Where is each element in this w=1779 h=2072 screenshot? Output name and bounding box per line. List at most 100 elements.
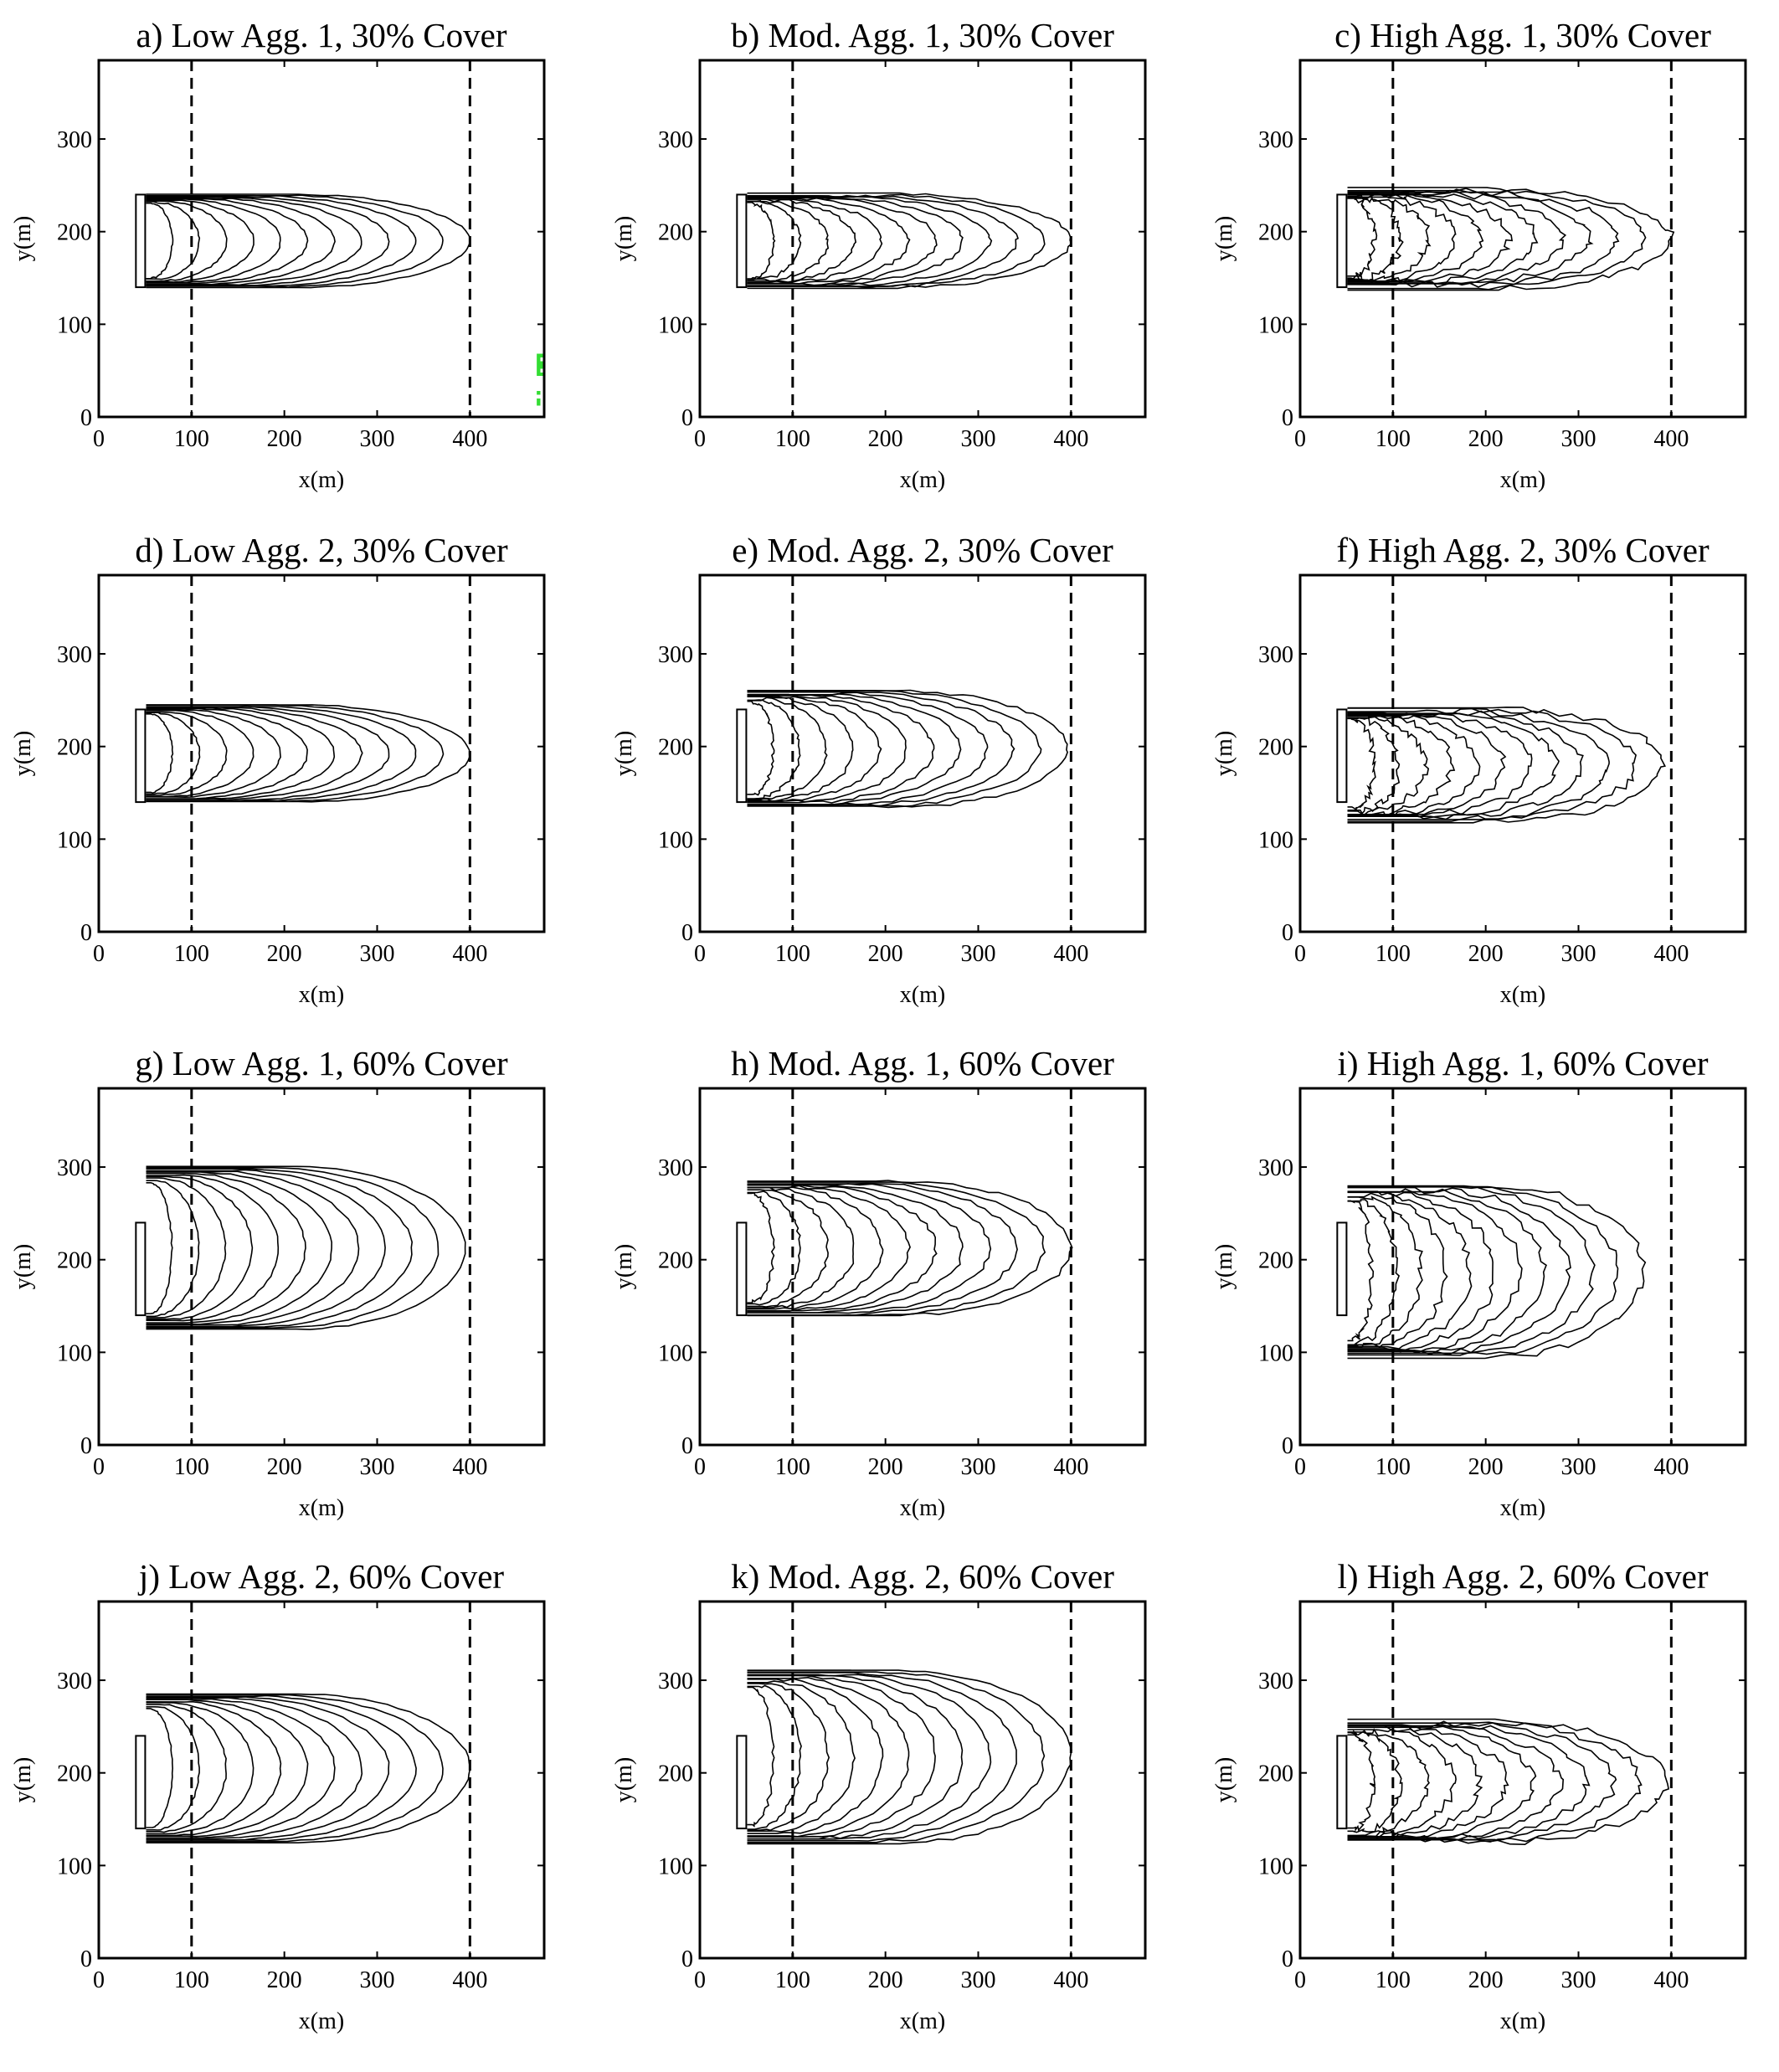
fire-contour [146, 196, 362, 286]
fire-contour [747, 1190, 801, 1306]
vegetation-cells [1300, 1602, 1746, 1958]
plot-frame [698, 1087, 1147, 1447]
fire-contour [1347, 706, 1667, 823]
fire-contour [146, 1180, 200, 1318]
fire-contour [747, 1183, 992, 1314]
fire-contour [747, 689, 1042, 809]
x-tick-label: 200 [1468, 1454, 1504, 1480]
fire-contour [1347, 1195, 1423, 1349]
plot-frame [1298, 59, 1747, 419]
y-axis-label: y(m) [611, 216, 637, 261]
y-axis-label: y(m) [611, 731, 637, 776]
y-tick-label: 200 [1258, 1761, 1293, 1787]
fire-contours [146, 704, 470, 803]
fire-contour [1347, 1729, 1376, 1833]
y-tick-label: 0 [681, 920, 693, 946]
fire-contour [747, 1669, 1072, 1845]
fire-contour [146, 712, 174, 794]
y-tick-label: 300 [1258, 1668, 1293, 1694]
x-tick-label: 300 [360, 1454, 395, 1480]
fire-contour [146, 1172, 306, 1324]
fire-contour [146, 1181, 173, 1314]
vegetation-cells [1300, 575, 1746, 932]
fire-source-box [135, 193, 147, 289]
y-tick-label: 200 [57, 735, 92, 761]
vegetation-cells [700, 60, 1145, 417]
fire-contour [747, 696, 882, 803]
x-tick-label: 100 [775, 1454, 810, 1480]
panel-title: c) High Agg. 1, 30% Cover [1334, 16, 1711, 54]
x-tick-label: 400 [452, 426, 487, 452]
y-tick-label: 100 [57, 827, 92, 853]
y-tick-label: 100 [1258, 1340, 1293, 1366]
x-tick-label: 300 [1561, 426, 1596, 452]
y-tick-label: 0 [681, 1433, 693, 1459]
plot-frame [97, 1600, 546, 1960]
y-tick-label: 0 [1282, 920, 1293, 946]
x-axis-label: x(m) [299, 1495, 344, 1521]
y-axis-label: y(m) [611, 1244, 637, 1289]
fire-contour [747, 1672, 1017, 1842]
fire-contour [1347, 715, 1456, 817]
x-tick-label: 200 [1468, 426, 1504, 452]
x-tick-label: 200 [868, 1454, 903, 1480]
x-tick-label: 400 [1653, 1454, 1689, 1480]
plot-frame [1298, 1087, 1747, 1447]
fire-source-box [736, 708, 748, 804]
fire-contours [1347, 706, 1667, 824]
y-axis-label: y(m) [1211, 1757, 1237, 1802]
x-tick-label: 0 [1294, 941, 1306, 967]
vegetation-cells [1300, 1088, 1746, 1445]
fire-contour [747, 192, 1072, 290]
fire-contour [747, 198, 857, 284]
fire-contour [146, 193, 471, 289]
vegetation-cells [700, 1088, 1145, 1445]
fire-contour [1347, 713, 1430, 817]
fire-contours [1347, 1718, 1670, 1846]
y-tick-label: 100 [1258, 312, 1293, 338]
fire-contour [1347, 712, 1481, 817]
plot-frame [97, 573, 546, 933]
y-tick-label: 0 [1282, 1433, 1293, 1459]
x-tick-label: 400 [1053, 1454, 1088, 1480]
x-tick-label: 400 [452, 1454, 487, 1480]
fire-contour [747, 689, 1068, 808]
y-axis-label: y(m) [1211, 1244, 1237, 1289]
x-axis-label: x(m) [299, 982, 344, 1008]
fire-contour [747, 197, 911, 285]
y-tick-label: 100 [658, 1340, 693, 1366]
x-tick-label: 200 [868, 941, 903, 967]
fire-source-box [1336, 193, 1348, 289]
fire-contour [747, 1189, 829, 1308]
plot-frame [97, 59, 546, 419]
fire-contour [146, 1704, 227, 1833]
y-tick-label: 300 [658, 127, 693, 153]
panel-title: j) Low Agg. 2, 60% Cover [137, 1557, 504, 1596]
y-tick-label: 0 [681, 1946, 693, 1972]
y-tick-label: 0 [681, 405, 693, 431]
fire-source-box [736, 193, 748, 289]
y-tick-label: 0 [1282, 405, 1293, 431]
fire-contour [146, 198, 281, 284]
fire-contour [1347, 1190, 1473, 1350]
plot-frame [97, 1087, 546, 1447]
fire-contour [747, 1182, 1018, 1316]
fire-contour [146, 1697, 363, 1839]
y-tick-label: 100 [57, 312, 92, 338]
y-tick-label: 300 [57, 642, 92, 668]
fire-contour [1347, 196, 1378, 280]
fire-contour [146, 1699, 309, 1838]
plot-frame [698, 59, 1147, 419]
x-tick-label: 200 [868, 426, 903, 452]
fire-contour [1347, 194, 1404, 282]
fire-contour [146, 709, 281, 799]
fire-contour [146, 202, 174, 280]
fire-contour [146, 201, 201, 280]
fire-contour [747, 700, 775, 796]
y-tick-label: 300 [57, 1668, 92, 1694]
y-tick-label: 300 [57, 127, 92, 153]
x-tick-label: 400 [1653, 426, 1689, 452]
y-tick-label: 100 [1258, 1853, 1293, 1879]
fire-contour [747, 200, 802, 280]
x-tick-label: 0 [93, 1454, 105, 1480]
